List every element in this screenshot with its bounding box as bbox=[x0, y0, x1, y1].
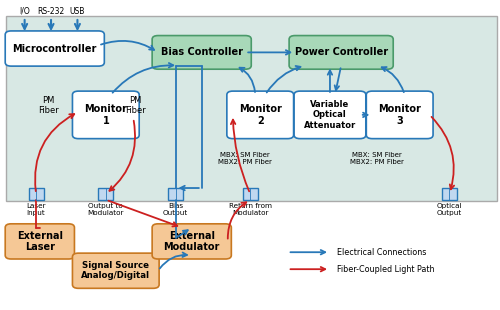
FancyBboxPatch shape bbox=[28, 188, 44, 200]
Text: Bias
Output: Bias Output bbox=[163, 203, 188, 216]
Text: PM
Fiber: PM Fiber bbox=[126, 96, 146, 115]
Text: Electrical Connections: Electrical Connections bbox=[338, 248, 427, 257]
Text: Laser
Input: Laser Input bbox=[26, 203, 46, 216]
Text: Power Controller: Power Controller bbox=[294, 47, 388, 57]
FancyBboxPatch shape bbox=[5, 31, 104, 66]
FancyBboxPatch shape bbox=[72, 91, 139, 139]
FancyBboxPatch shape bbox=[152, 36, 252, 69]
Text: Microcontroller: Microcontroller bbox=[12, 43, 97, 54]
Text: I/O: I/O bbox=[20, 7, 30, 16]
Text: Fiber-Coupled Light Path: Fiber-Coupled Light Path bbox=[338, 265, 435, 274]
Text: Output to
Modulator: Output to Modulator bbox=[88, 203, 124, 216]
Text: Monitor
2: Monitor 2 bbox=[239, 104, 282, 126]
Text: MBX: SM Fiber
MBX2: PM Fiber: MBX: SM Fiber MBX2: PM Fiber bbox=[350, 152, 404, 165]
Text: RS-232: RS-232 bbox=[38, 7, 64, 16]
FancyBboxPatch shape bbox=[294, 91, 366, 139]
FancyBboxPatch shape bbox=[442, 188, 457, 200]
FancyBboxPatch shape bbox=[6, 16, 497, 201]
Text: PM
Fiber: PM Fiber bbox=[38, 96, 59, 115]
Text: External
Laser: External Laser bbox=[17, 231, 63, 252]
Text: MBX: SM Fiber
MBX2: PM Fiber: MBX: SM Fiber MBX2: PM Fiber bbox=[218, 152, 272, 165]
Text: Signal Source
Analog/Digital: Signal Source Analog/Digital bbox=[82, 261, 150, 281]
Text: Monitor
3: Monitor 3 bbox=[378, 104, 421, 126]
Text: External
Modulator: External Modulator bbox=[164, 231, 220, 252]
FancyBboxPatch shape bbox=[366, 91, 433, 139]
Text: USB: USB bbox=[70, 7, 85, 16]
FancyBboxPatch shape bbox=[152, 224, 232, 259]
FancyBboxPatch shape bbox=[289, 36, 393, 69]
FancyBboxPatch shape bbox=[243, 188, 258, 200]
FancyBboxPatch shape bbox=[168, 188, 183, 200]
Text: Variable
Optical
Attenuator: Variable Optical Attenuator bbox=[304, 100, 356, 130]
FancyBboxPatch shape bbox=[98, 188, 114, 200]
Text: Optical
Output: Optical Output bbox=[436, 203, 462, 216]
FancyBboxPatch shape bbox=[5, 224, 74, 259]
FancyBboxPatch shape bbox=[227, 91, 294, 139]
Text: Return from
Modulator: Return from Modulator bbox=[229, 203, 272, 216]
Text: Monitor
1: Monitor 1 bbox=[84, 104, 128, 126]
Text: Bias Controller: Bias Controller bbox=[160, 47, 242, 57]
FancyBboxPatch shape bbox=[72, 253, 159, 288]
